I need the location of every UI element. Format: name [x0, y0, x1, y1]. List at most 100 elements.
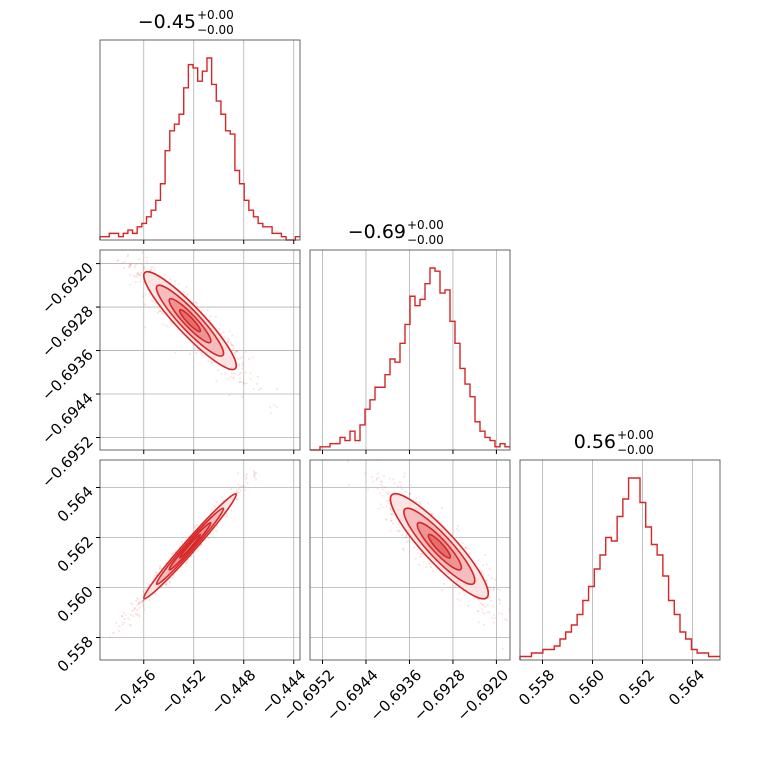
- scatter-point: [209, 512, 212, 515]
- scatter-point: [181, 541, 183, 544]
- scatter-point: [488, 611, 491, 613]
- scatter-point: [456, 525, 459, 528]
- scatter-point: [396, 485, 399, 488]
- scatter-point: [437, 520, 439, 522]
- scatter-point: [235, 350, 238, 353]
- scatter-point: [165, 583, 168, 585]
- scatter-point: [153, 577, 155, 580]
- y-tick-label: 0.560: [54, 583, 97, 626]
- scatter-point: [232, 377, 235, 380]
- scatter-point: [251, 356, 254, 359]
- scatter-point: [381, 494, 384, 497]
- scatter-point: [165, 582, 167, 585]
- panel-title-value: 0.56: [574, 431, 616, 453]
- scatter-point: [384, 485, 387, 488]
- scatter-point: [177, 328, 180, 331]
- scatter-point: [226, 515, 228, 518]
- scatter-point: [183, 291, 185, 294]
- scatter-point: [464, 547, 466, 549]
- scatter-point: [483, 612, 486, 615]
- scatter-point: [499, 589, 502, 592]
- scatter-point: [410, 484, 412, 486]
- scatter-point: [222, 331, 225, 333]
- scatter-point: [155, 574, 158, 577]
- scatter-point: [116, 259, 119, 262]
- scatter-point: [208, 537, 210, 539]
- scatter-point: [209, 315, 212, 318]
- scatter-point: [393, 482, 396, 485]
- scatter-point: [503, 618, 506, 621]
- scatter-point: [381, 485, 384, 488]
- scatter-point: [138, 274, 141, 277]
- scatter-point: [238, 363, 241, 366]
- scatter-point: [239, 489, 242, 492]
- scatter-point: [237, 491, 240, 494]
- scatter-point: [416, 552, 419, 555]
- scatter-point: [194, 524, 197, 527]
- scatter-point: [206, 309, 209, 311]
- scatter-point: [134, 275, 137, 278]
- scatter-point: [143, 592, 146, 595]
- histogram-series: [519, 477, 720, 660]
- scatter-point: [169, 320, 172, 323]
- scatter-point: [387, 493, 390, 496]
- scatter-point: [479, 602, 482, 605]
- scatter-point: [159, 567, 161, 570]
- scatter-point: [130, 614, 132, 616]
- scatter-point: [391, 508, 394, 511]
- scatter-point: [431, 569, 434, 572]
- scatter-point: [234, 353, 236, 356]
- scatter-point: [109, 636, 112, 639]
- scatter-point: [181, 566, 183, 568]
- axes-frame: [99, 249, 301, 451]
- scatter-point: [117, 259, 120, 262]
- scatter-point: [487, 596, 490, 599]
- scatter-point: [481, 608, 484, 611]
- scatter-point: [154, 268, 157, 271]
- scatter-point: [118, 630, 121, 632]
- scatter-point: [486, 611, 489, 614]
- scatter-point: [483, 623, 485, 626]
- scatter-point: [178, 545, 181, 548]
- axes-frame: [99, 459, 301, 661]
- scatter-point: [213, 504, 216, 507]
- scatter-point: [159, 309, 161, 312]
- scatter-point: [140, 601, 143, 604]
- scatter-point: [141, 600, 144, 602]
- density-contour: [178, 533, 202, 559]
- scatter-point: [383, 474, 385, 477]
- scatter-point: [141, 269, 144, 272]
- scatter-point: [176, 569, 179, 572]
- scatter-point: [121, 246, 123, 248]
- scatter-point: [160, 568, 163, 570]
- scatter-point: [490, 577, 493, 579]
- scatter-point: [165, 561, 168, 564]
- scatter-point: [128, 266, 131, 268]
- scatter-point: [385, 505, 388, 508]
- x-tick-label: 0.558: [515, 666, 558, 709]
- density-contour: [178, 308, 202, 333]
- scatter-point: [123, 621, 126, 624]
- scatter-point: [129, 602, 132, 605]
- scatter-point: [377, 477, 380, 480]
- scatter-point: [346, 460, 349, 463]
- panel-title-plus: +0.00: [617, 428, 654, 442]
- scatter-point: [142, 265, 145, 268]
- scatter-point: [150, 269, 153, 271]
- scatter-point: [487, 596, 490, 599]
- scatter-point: [487, 574, 490, 577]
- scatter-point: [367, 488, 370, 491]
- scatter-point: [255, 471, 258, 474]
- scatter-point: [145, 598, 147, 601]
- scatter-point: [403, 472, 406, 475]
- scatter-point: [152, 592, 155, 595]
- scatter-point: [467, 605, 469, 608]
- scatter-point: [220, 373, 223, 376]
- scatter-point: [239, 485, 242, 488]
- scatter-point: [398, 529, 401, 532]
- scatter-point: [236, 491, 239, 494]
- scatter-point: [380, 484, 383, 486]
- scatter-point: [156, 312, 159, 314]
- scatter-point: [186, 561, 188, 564]
- scatter-point: [154, 571, 157, 574]
